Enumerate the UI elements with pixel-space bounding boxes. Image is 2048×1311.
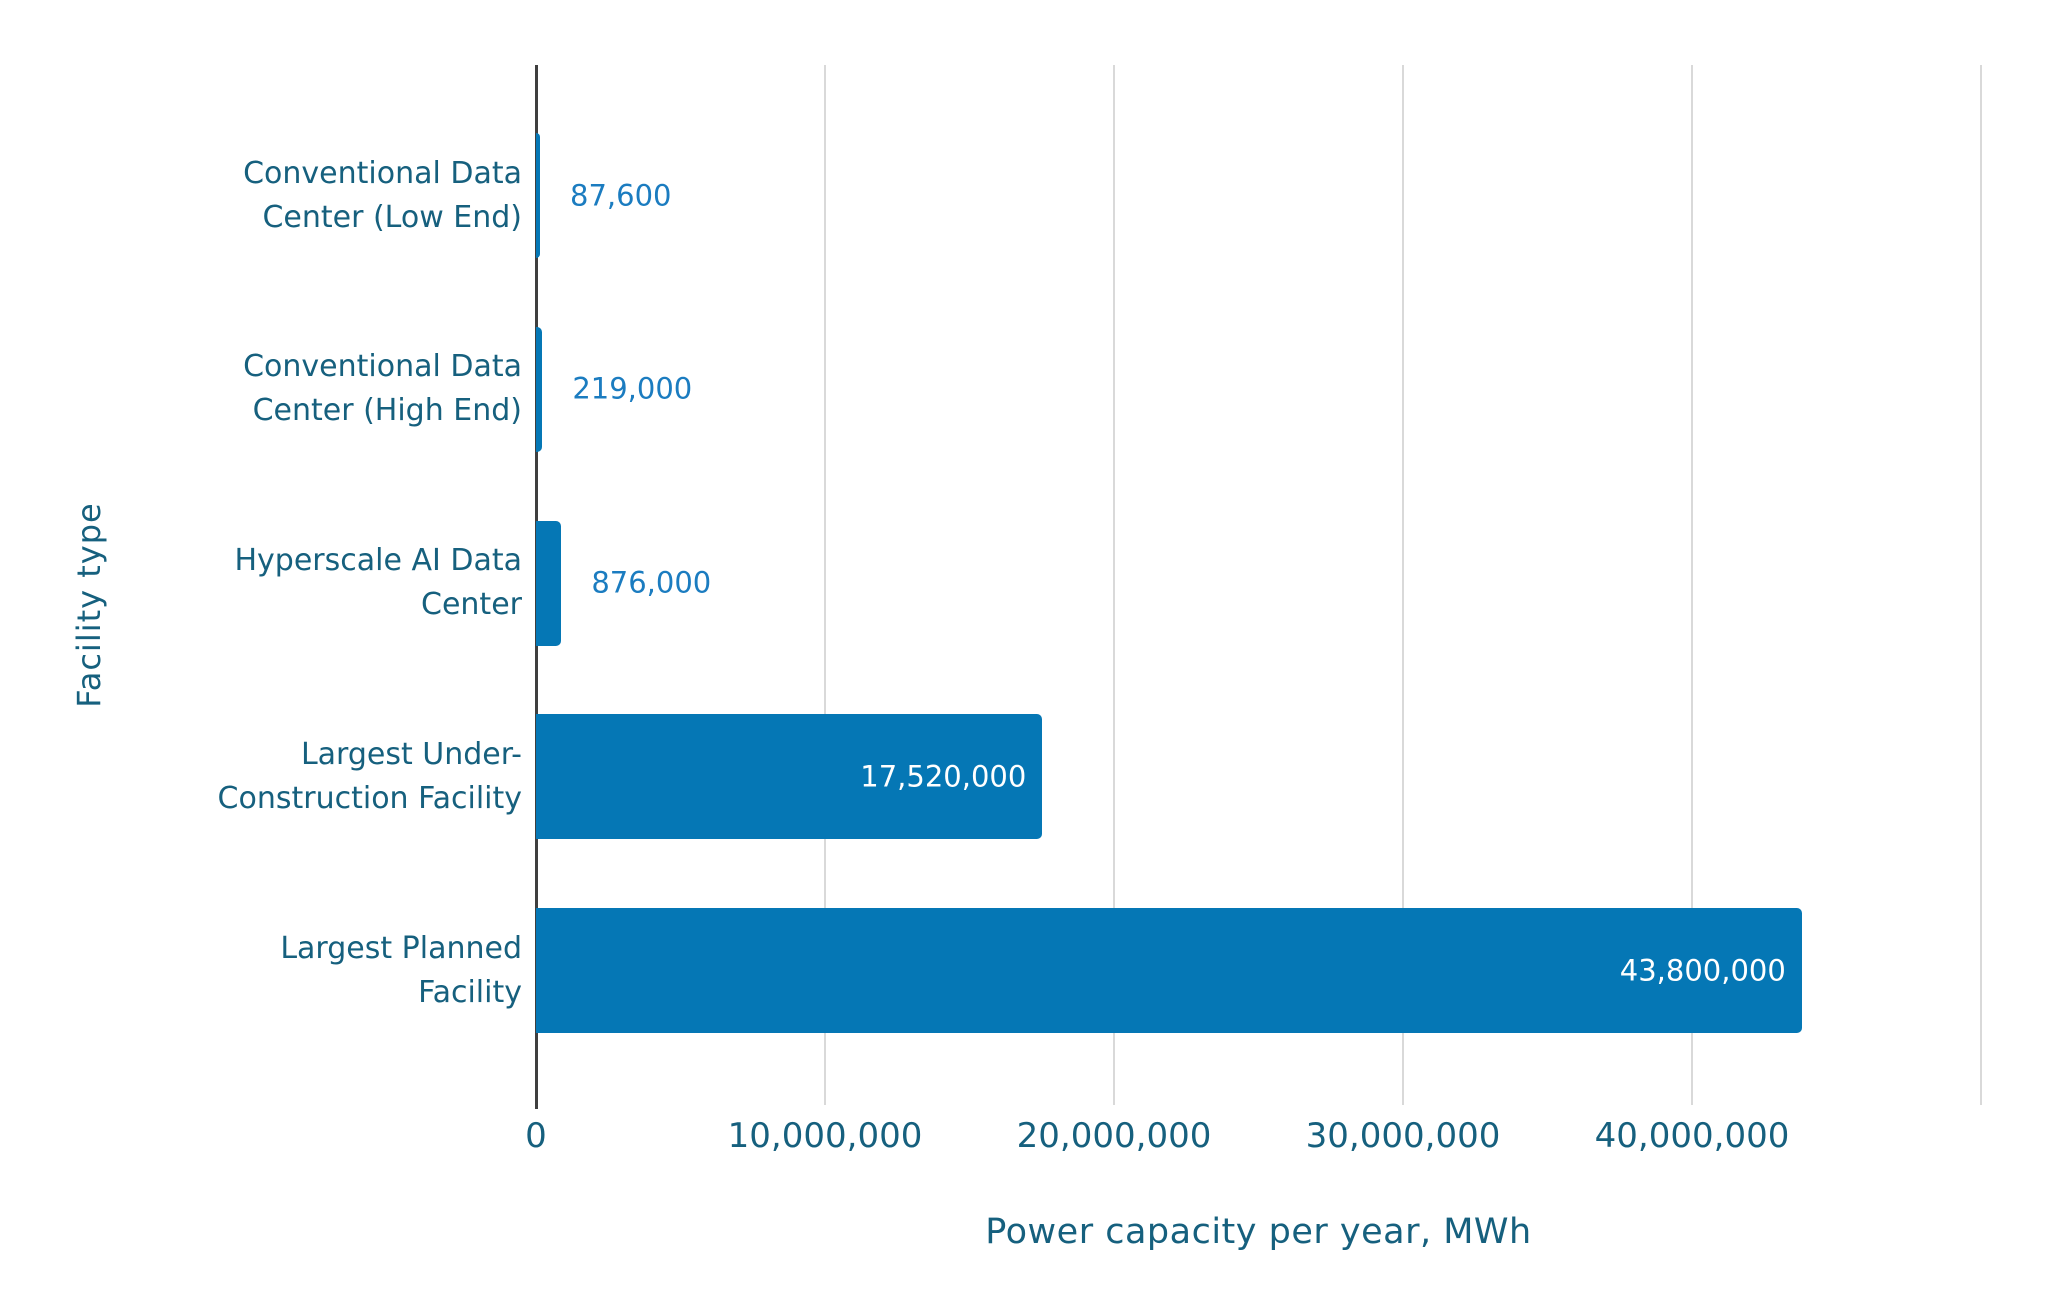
category-label: Largest Planned Facility bbox=[280, 930, 522, 1010]
bar bbox=[536, 133, 540, 258]
gridline bbox=[824, 65, 826, 1105]
gridline bbox=[1402, 65, 1404, 1105]
bar bbox=[536, 520, 562, 646]
gridline bbox=[1691, 65, 1693, 1105]
category-label: Largest Under- Construction Facility bbox=[217, 736, 522, 816]
bar-value-label: 876,000 bbox=[591, 565, 712, 600]
category-label: Conventional Data Center (High End) bbox=[243, 349, 522, 429]
bar bbox=[536, 714, 1043, 840]
bar bbox=[536, 908, 1802, 1033]
x-tick-label: 10,000,000 bbox=[727, 1116, 923, 1156]
bar-value-label: 87,600 bbox=[570, 178, 672, 212]
bar bbox=[536, 326, 543, 452]
bar-value-label: 219,000 bbox=[572, 371, 693, 406]
category-label: Conventional Data Center (Low End) bbox=[243, 155, 522, 235]
x-axis-title: Power capacity per year, MWh bbox=[985, 1212, 1532, 1252]
category-label: Hyperscale AI Data Center bbox=[234, 543, 522, 622]
bar-value-label: 43,800,000 bbox=[1619, 953, 1786, 987]
x-tick-label: 20,000,000 bbox=[1016, 1116, 1212, 1156]
gridline bbox=[1980, 65, 1982, 1105]
x-tick-label: 40,000,000 bbox=[1594, 1116, 1790, 1156]
x-tick-label: 30,000,000 bbox=[1305, 1116, 1501, 1156]
x-tick-label: 0 bbox=[525, 1116, 547, 1156]
gridline bbox=[1113, 65, 1115, 1105]
bar-value-label: 17,520,000 bbox=[860, 759, 1027, 794]
